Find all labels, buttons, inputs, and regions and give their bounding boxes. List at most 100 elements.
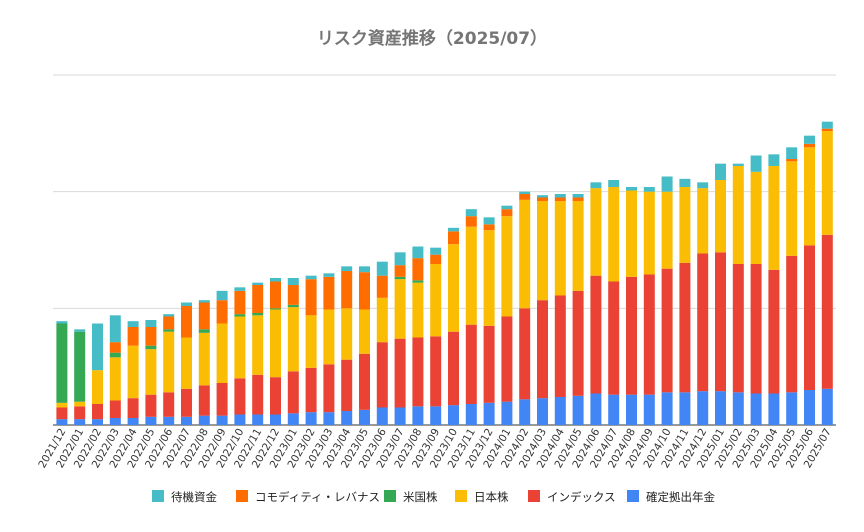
bar-stack [768, 154, 780, 425]
bar-stack [234, 287, 246, 425]
legend-label: コモディティ・レバナス [255, 490, 380, 504]
bar-segment [234, 314, 246, 317]
bar-segment [270, 414, 281, 425]
bar-segment [181, 416, 192, 425]
bar-segment [501, 316, 513, 402]
bar-segment [465, 324, 477, 404]
bar-segment [501, 205, 513, 210]
bar-segment [252, 282, 264, 285]
bar-segment [465, 226, 477, 325]
bar-stack [163, 314, 175, 425]
bar-segment [412, 406, 424, 425]
bar-segment [519, 191, 531, 194]
bar-segment [537, 398, 548, 425]
bar-segment [554, 197, 566, 201]
bar-segment [715, 252, 726, 392]
bar-stack [821, 121, 833, 425]
bar-segment [679, 178, 691, 187]
bar-segment [519, 308, 531, 400]
legend-label: インデックス [547, 490, 616, 504]
bar-segment [412, 280, 424, 283]
bar-segment [252, 315, 264, 375]
bar-segment [127, 345, 139, 399]
bar-segment [661, 392, 673, 425]
bar-segment [323, 273, 335, 277]
legend-label: 待機資金 [171, 490, 217, 504]
bar-stack [697, 182, 709, 425]
bar-segment [661, 268, 673, 393]
bar-segment [305, 275, 317, 280]
bar-segment [305, 412, 317, 425]
bar-segment [679, 392, 691, 425]
bar-segment [697, 182, 709, 189]
bar-stack [643, 187, 655, 425]
bar-segment [750, 155, 762, 172]
bar-segment [145, 416, 157, 425]
bar-segment [270, 377, 281, 415]
bar-segment [341, 411, 353, 425]
chart-title: リスク資産推移（2025/07） [316, 29, 548, 49]
bar-segment [376, 407, 388, 425]
bar-segment [448, 227, 459, 232]
bar-segment [109, 357, 121, 401]
bar-stack [608, 180, 620, 425]
bar-stacks [56, 121, 833, 425]
bar-segment [181, 306, 192, 338]
bar-segment [572, 290, 584, 396]
bar-segment [519, 199, 531, 309]
bar-segment [626, 394, 637, 425]
bar-segment [768, 393, 780, 425]
bar-segment [341, 266, 353, 271]
bar-stack [216, 290, 228, 425]
bar-segment [554, 295, 566, 397]
bar-segment [181, 302, 192, 306]
bar-stack [359, 266, 370, 425]
legend-item: 日本株 [455, 490, 509, 504]
bar-stack [305, 275, 317, 425]
bar-segment [679, 262, 691, 393]
bar-segment [109, 352, 121, 358]
bar-segment [715, 391, 726, 425]
bar-segment [305, 367, 317, 413]
legend-item: コモディティ・レバナス [236, 490, 380, 504]
bar-segment [750, 393, 762, 425]
bar-segment [305, 315, 317, 368]
bar-segment [537, 197, 548, 201]
bar-segment [198, 300, 210, 303]
bar-segment [643, 394, 655, 425]
bar-segment [216, 300, 228, 324]
bar-segment [501, 216, 513, 317]
bar-segment [394, 276, 406, 280]
bar-segment [56, 321, 68, 324]
bar-segment [483, 325, 495, 403]
bar-segment [750, 264, 762, 394]
bar-stack [750, 155, 762, 425]
bar-segment [430, 336, 442, 407]
bar-segment [821, 128, 833, 131]
bar-stack [412, 246, 424, 425]
bar-segment [537, 300, 548, 399]
bar-segment [430, 247, 442, 255]
bar-stack [394, 252, 406, 425]
bar-segment [163, 416, 175, 425]
bar-segment [430, 406, 442, 425]
bar-segment [74, 329, 86, 332]
legend-item: 待機資金 [152, 490, 217, 504]
bar-segment [56, 407, 68, 420]
bar-segment [804, 390, 815, 425]
bar-stack [626, 187, 637, 425]
bar-segment [234, 316, 246, 379]
bar-stack [661, 176, 673, 425]
bar-segment [430, 264, 442, 337]
bar-segment [483, 217, 495, 225]
bar-segment [519, 194, 531, 200]
bar-stack [341, 266, 353, 425]
bar-segment [145, 349, 157, 395]
bar-segment [341, 308, 353, 360]
legend-label: 日本株 [474, 490, 509, 504]
bar-stack [519, 191, 531, 425]
bar-segment [697, 253, 709, 392]
bar-stack [56, 321, 68, 425]
bar-segment [323, 309, 335, 365]
legend-item: 米国株 [384, 490, 438, 504]
